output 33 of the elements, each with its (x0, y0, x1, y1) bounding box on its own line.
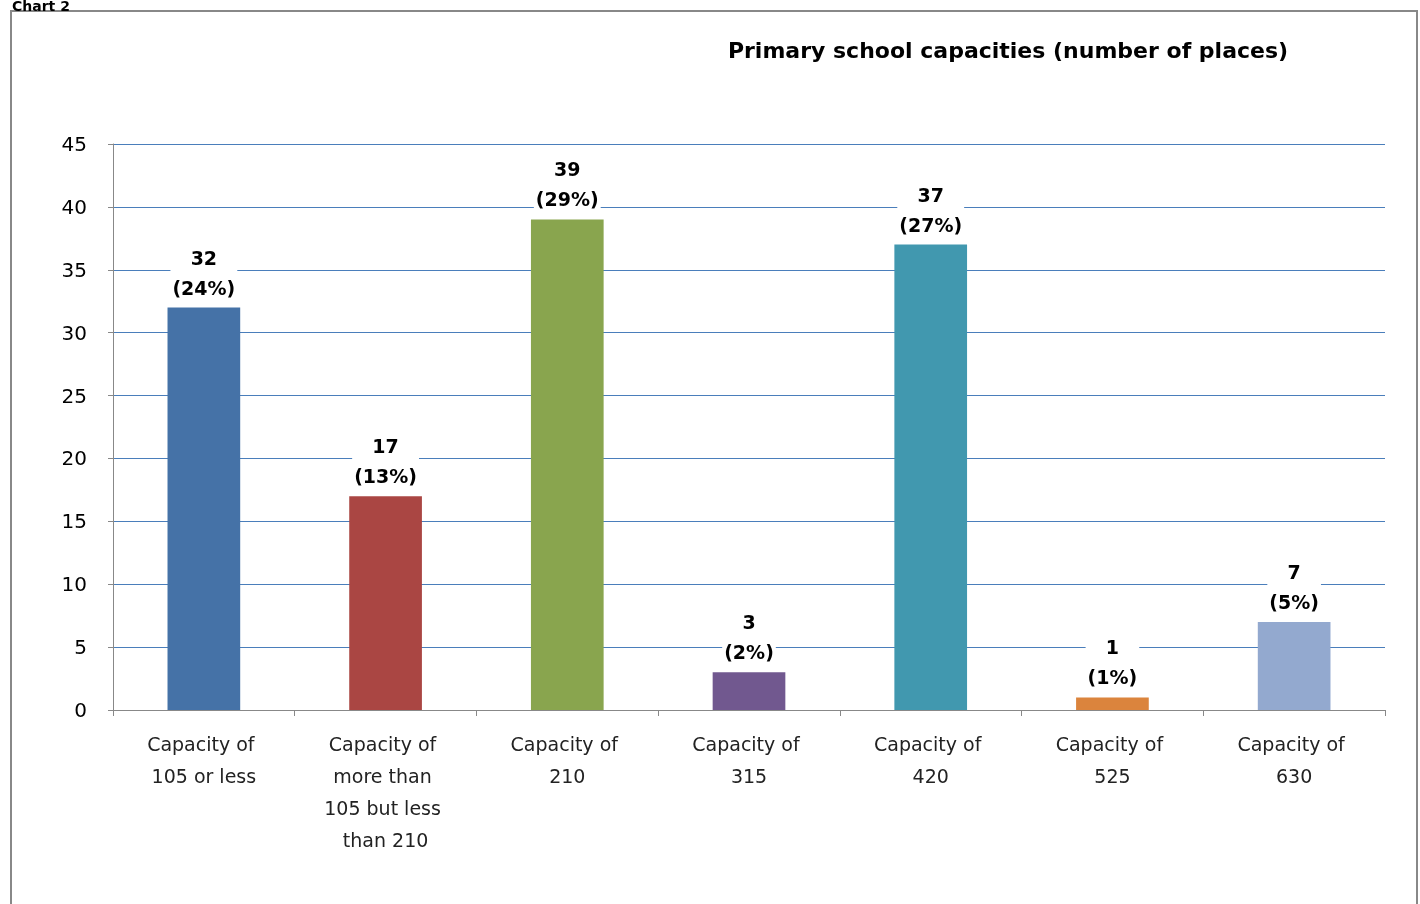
x-tick-label: Capacity of 105 or less (147, 733, 261, 787)
data-label: 3 (2%) (724, 611, 774, 664)
y-tick-label: 20 (61, 446, 87, 471)
bar (349, 496, 422, 710)
y-tick-label: 25 (61, 383, 87, 408)
data-label: 17 (13%) (354, 435, 417, 488)
bar (530, 219, 604, 710)
y-tick-label: 30 (61, 320, 87, 345)
x-tick-label: Capacity of 630 (1237, 733, 1351, 787)
caption: Chart 2 (12, 0, 70, 14)
data-label: 39 (29%) (535, 158, 599, 211)
x-tick-label: Capacity of 210 (510, 733, 624, 787)
bar (712, 672, 786, 710)
data-label: 32 (24%) (172, 246, 236, 299)
x-tick-label: Capacity of 525 (1055, 733, 1170, 787)
bar (1076, 697, 1149, 710)
chart-title: Primary school capacities (number of places) (727, 37, 1289, 63)
x-tick-label: Capacity of 420 (874, 733, 988, 787)
x-tick-label: Capacity of 315 (692, 733, 806, 787)
y-tick-label: 15 (61, 509, 87, 534)
data-label: 1 (1%) (1087, 636, 1138, 689)
y-tick-label: 10 (61, 572, 87, 597)
y-tick-label: 0 (74, 698, 87, 722)
bar (167, 307, 241, 710)
y-tick-label: 35 (61, 257, 87, 282)
y-tick-label: 5 (74, 635, 87, 660)
y-tick-label: 45 (61, 132, 87, 156)
bar (1257, 621, 1331, 710)
data-label: 37 (27%) (899, 183, 963, 236)
bar (894, 244, 968, 710)
x-tick-label: Capacity of more than 105 but less than 210 (324, 733, 447, 851)
data-label: 7 (5%) (1269, 560, 1319, 613)
y-tick-label: 40 (61, 194, 87, 219)
